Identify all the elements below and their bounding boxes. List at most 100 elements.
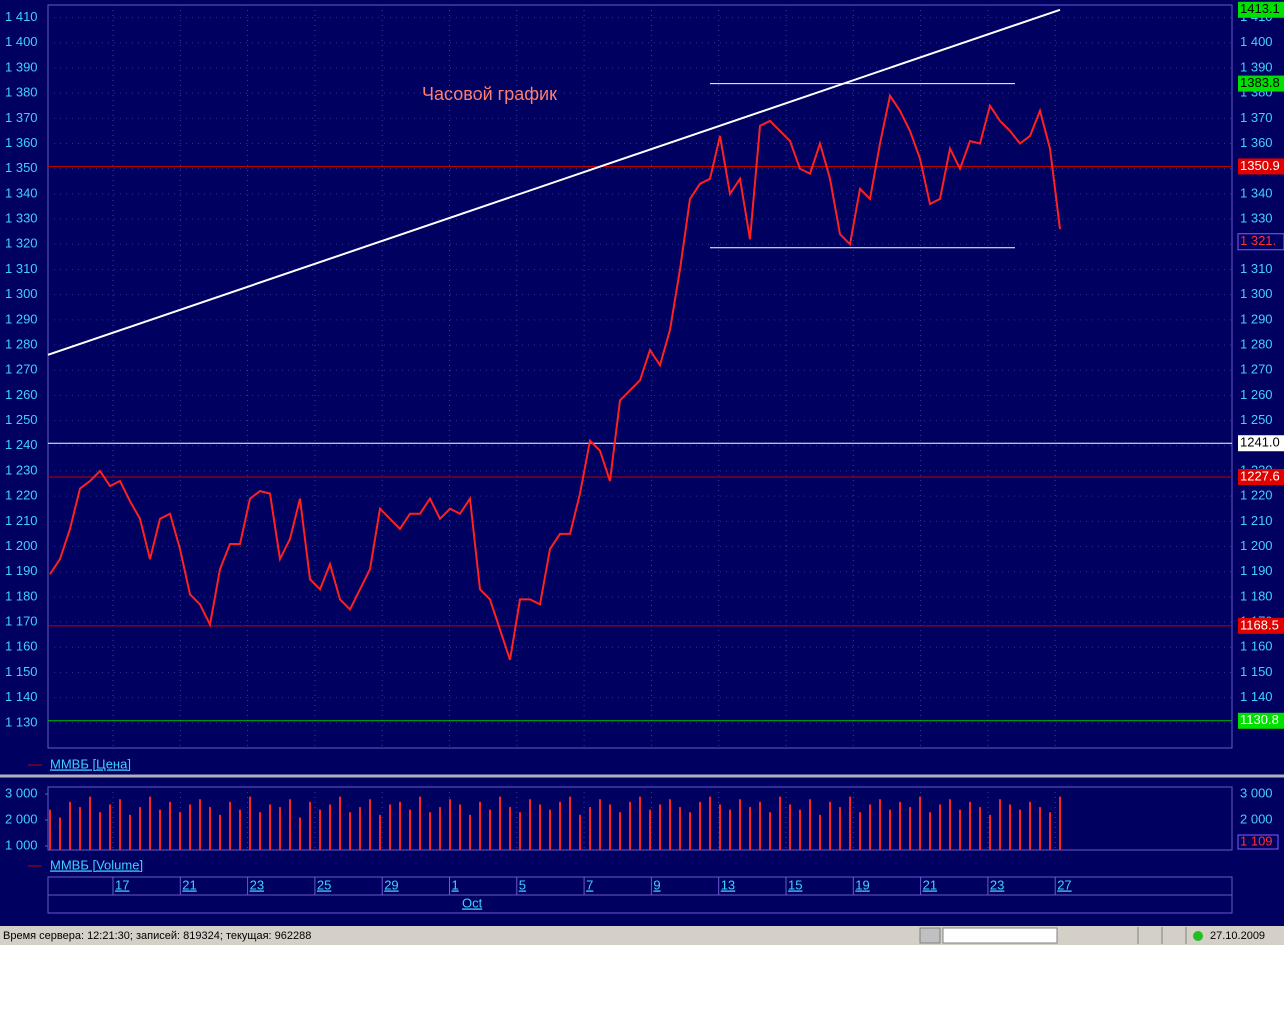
y-tick-label: 1 260 xyxy=(1240,387,1273,402)
status-field[interactable] xyxy=(942,927,1058,944)
y-tick-label: 1 180 xyxy=(1240,588,1273,603)
y-tick-label: 1 150 xyxy=(5,664,38,679)
volume-bar xyxy=(629,801,631,850)
y-tick-label: 1 340 xyxy=(5,185,38,200)
level-marker xyxy=(1238,435,1284,452)
volume-bar xyxy=(369,799,371,850)
volume-bar xyxy=(459,804,461,850)
volume-bar xyxy=(1029,801,1031,850)
x-tick-label: 13 xyxy=(721,877,735,892)
y-tick-label: 1 170 xyxy=(5,614,38,629)
volume-bar xyxy=(159,809,161,850)
volume-bar xyxy=(919,796,921,850)
volume-bar xyxy=(299,817,301,850)
volume-bar xyxy=(659,804,661,850)
volume-bar xyxy=(499,796,501,850)
volume-bar xyxy=(179,812,181,850)
price-marker xyxy=(1237,233,1284,251)
volume-bar xyxy=(99,812,101,850)
volume-bar xyxy=(699,801,701,850)
y-tick-label: 1 150 xyxy=(1240,664,1273,679)
status-date: 27.10.2009 xyxy=(1210,930,1265,942)
volume-bar xyxy=(619,812,621,850)
y-tick-label: 1 280 xyxy=(1240,336,1273,351)
volume-bar xyxy=(209,807,211,850)
y-tick-label: 1 290 xyxy=(1240,311,1273,326)
volume-bar xyxy=(119,799,121,850)
status-text: Время сервера: 12:21:30; записей: 819324… xyxy=(3,930,311,942)
x-tick-label: 15 xyxy=(788,877,802,892)
volume-bar xyxy=(739,799,741,850)
y-tick-label: 1 230 xyxy=(5,462,38,477)
y-tick-label: 1 210 xyxy=(1240,513,1273,528)
trendline xyxy=(47,8,1061,356)
y-tick-label: 1 380 xyxy=(5,85,38,100)
volume-bar xyxy=(1009,804,1011,850)
volume-bar xyxy=(79,807,81,850)
y-tick-label: 1 200 xyxy=(5,538,38,553)
legend[interactable]: ММВБ [Цена] xyxy=(50,756,131,771)
volume-bar xyxy=(219,814,221,850)
volume-bar xyxy=(839,807,841,850)
y-tick-label: 1 400 xyxy=(5,34,38,49)
y-tick-label: 1 240 xyxy=(5,437,38,452)
volume-bar xyxy=(319,809,321,850)
y-tick-label: 1 000 xyxy=(5,838,38,853)
y-tick-label: 1 310 xyxy=(5,261,38,276)
volume-bar xyxy=(869,804,871,850)
volume-bar xyxy=(259,812,261,850)
volume-bar xyxy=(889,809,891,850)
volume-bar xyxy=(759,801,761,850)
volume-bar xyxy=(1039,807,1041,850)
volume-bar xyxy=(569,796,571,850)
volume-bar xyxy=(939,804,941,850)
volume-bar xyxy=(689,812,691,850)
price-marker xyxy=(1238,75,1284,92)
volume-bar xyxy=(269,804,271,850)
volume-marker-label: 1 109 xyxy=(1240,833,1273,848)
y-tick-label: 3 000 xyxy=(5,785,38,800)
x-tick-label: 21 xyxy=(182,877,196,892)
price-marker-label: 1 321. xyxy=(1240,233,1276,248)
volume-bar xyxy=(729,809,731,850)
volume-bar xyxy=(379,814,381,850)
y-tick-label: 1 270 xyxy=(5,362,38,377)
volume-bar xyxy=(769,812,771,850)
legend[interactable]: ММВБ [Volume] xyxy=(50,857,143,872)
volume-bar xyxy=(599,799,601,850)
volume-bar xyxy=(999,799,1001,850)
volume-bar xyxy=(909,807,911,850)
price-marker-label: 1413.1 xyxy=(1240,1,1280,16)
volume-bar xyxy=(529,799,531,850)
volume-bar xyxy=(309,801,311,850)
volume-bar xyxy=(89,796,91,850)
y-tick-label: 1 280 xyxy=(5,336,38,351)
volume-bar xyxy=(149,796,151,850)
status-icon[interactable] xyxy=(919,927,941,944)
volume-bar xyxy=(829,801,831,850)
volume-bar xyxy=(59,817,61,850)
x-tick-label: 23 xyxy=(250,877,264,892)
volume-bar xyxy=(979,807,981,850)
y-tick-label: 3 000 xyxy=(1240,785,1273,800)
volume-bar xyxy=(819,814,821,850)
volume-bar xyxy=(669,799,671,850)
y-tick-label: 1 320 xyxy=(5,236,38,251)
annotation: Часовой график xyxy=(422,84,557,104)
level-marker xyxy=(1238,158,1284,175)
y-tick-label: 1 310 xyxy=(1240,261,1273,276)
y-tick-label: 1 270 xyxy=(1240,362,1273,377)
volume-bar xyxy=(1019,809,1021,850)
volume-bar xyxy=(609,804,611,850)
y-tick-label: 1 330 xyxy=(5,211,38,226)
volume-bar xyxy=(139,807,141,850)
x-tick-label: 7 xyxy=(586,877,593,892)
volume-bar xyxy=(239,809,241,850)
y-tick-label: 1 300 xyxy=(5,286,38,301)
volume-bar xyxy=(859,812,861,850)
volume-bar xyxy=(1049,812,1051,850)
y-tick-label: 1 390 xyxy=(5,59,38,74)
y-tick-label: 1 130 xyxy=(5,714,38,729)
level-label: 1227.6 xyxy=(1240,468,1280,483)
volume-bar xyxy=(69,801,71,850)
